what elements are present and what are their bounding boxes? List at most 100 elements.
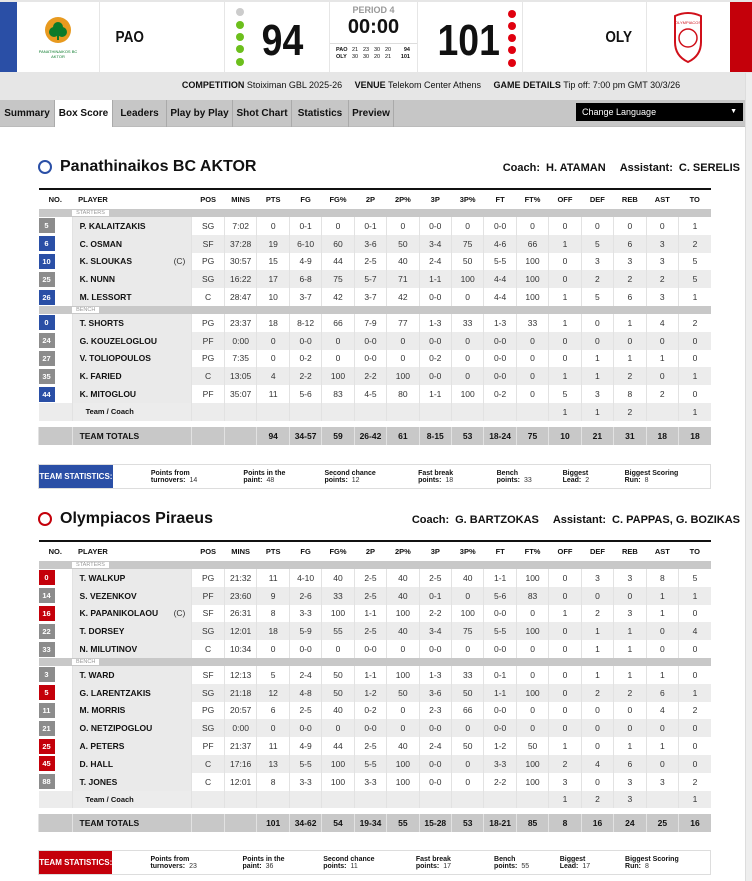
column-header[interactable]: OFF: [548, 188, 582, 209]
column-header[interactable]: FT%: [516, 188, 549, 209]
player-row[interactable]: 44 K. MITOGLOU PF 35:07 11 5-6 83 4-5 80 1-1 100 0-…: [38, 385, 711, 403]
column-header[interactable]: REB: [613, 540, 647, 561]
column-header[interactable]: NO.: [38, 540, 73, 561]
player-row[interactable]: 33 N. MILUTINOV C 10:34 0 0-0 0 0-0 0 0-0 0 0-0 0 0 1 1…: [38, 640, 711, 658]
player-name[interactable]: S. VEZENKOV: [79, 590, 137, 601]
tab-preview[interactable]: Preview: [349, 100, 394, 127]
stat-cell: 0: [645, 367, 679, 386]
player-name[interactable]: T. WALKUP: [79, 572, 126, 583]
player-row[interactable]: 88 T. JONES C 12:01 8 3-3 100 3-3 100 0-0 0 2-2 100 3…: [38, 772, 711, 791]
column-header[interactable]: FG: [289, 540, 322, 561]
tab-play-by-play[interactable]: Play by Play: [167, 100, 233, 127]
column-header[interactable]: TO: [678, 540, 711, 561]
column-header[interactable]: 2P: [354, 540, 387, 561]
player-row[interactable]: 0 T. SHORTS PG 23:37 18 8-12 66 7-9 77 1-3 33 1-3 33…: [38, 313, 711, 332]
column-header[interactable]: POS: [191, 188, 225, 209]
stat-cell: [321, 402, 355, 421]
player-row[interactable]: 10 K. SLOUKAS (C) PG 30:57 15 4-9 44 2-5 40 2-4 50 5…: [38, 252, 711, 271]
player-name[interactable]: T. SHORTS: [79, 317, 124, 328]
assistant-name: C. PAPPAS, G. BOZIKAS: [612, 514, 740, 526]
player-name[interactable]: K. FARIED: [79, 371, 122, 382]
player-name[interactable]: G. KOUZELOGLOU: [79, 335, 158, 346]
player-name[interactable]: A. PETERS: [79, 741, 125, 752]
player-name[interactable]: D. HALL: [79, 758, 114, 769]
player-name[interactable]: M. MORRIS: [79, 705, 126, 716]
player-name[interactable]: T. DORSEY: [79, 626, 125, 637]
player-row[interactable]: 11 M. MORRIS PG 20:57 6 2-5 40 0-2 0 2-3 66 0-0 0 0 0 0…: [38, 701, 711, 720]
column-header[interactable]: MINS: [224, 188, 257, 209]
column-header[interactable]: AST: [646, 188, 679, 209]
column-header[interactable]: FG%: [321, 540, 355, 561]
player-row[interactable]: 24 G. KOUZELOGLOU PF 0:00 0 0-0 0 0-0 0 0-0 0 0-0 0 0…: [38, 331, 711, 350]
column-header[interactable]: PLAYER: [72, 188, 192, 209]
assistant-label: Assistant:: [552, 514, 607, 526]
player-row[interactable]: 25 K. NUNN SG 16:22 17 6-8 75 5-7 71 1-1 100 4-4 100…: [38, 270, 711, 289]
scrollbar[interactable]: [745, 73, 752, 881]
stat-cell: 2: [678, 234, 711, 253]
player-row[interactable]: 5 P. KALAITZAKIS SG 7:02 0 0-1 0 0-1 0 0-0 0 0-0 0 0 0…: [38, 217, 711, 235]
stat-cell: 8: [613, 385, 647, 403]
player-name[interactable]: T. WARD: [79, 669, 115, 680]
tab-leaders[interactable]: Leaders: [113, 100, 167, 127]
column-header[interactable]: DEF: [581, 540, 614, 561]
tab-summary[interactable]: Summary: [0, 100, 55, 127]
column-header[interactable]: POS: [191, 540, 225, 561]
player-name[interactable]: C. OSMAN: [79, 238, 123, 249]
column-header[interactable]: 3P: [419, 188, 452, 209]
column-header[interactable]: 2P%: [386, 540, 420, 561]
column-header[interactable]: 3P: [419, 540, 452, 561]
player-name[interactable]: M. LESSORT: [79, 292, 132, 303]
player-name[interactable]: K. PAPANIKOLAOU: [79, 608, 159, 619]
column-header[interactable]: PLAYER: [72, 540, 192, 561]
player-row[interactable]: 16 K. PAPANIKOLAOU (C) SF 26:31 8 3-3 100 1-1 100…: [38, 604, 711, 623]
column-header[interactable]: MINS: [224, 540, 257, 561]
player-row[interactable]: 3 T. WARD SF 12:13 5 2-4 50 1-1 100 1-3 33 0-1 0 0 1 1 1…: [38, 665, 711, 684]
player-row[interactable]: 26 M. LESSORT C 28:47 10 3-7 42 3-7 42 0-0 0 4-4 100…: [38, 288, 711, 306]
player-row[interactable]: 21 O. NETZIPOGLOU SG 0:00 0 0-0 0 0-0 0 0-0 0 0-0 0 0…: [38, 719, 711, 738]
player-name[interactable]: K. NUNN: [79, 274, 115, 285]
player-name[interactable]: N. MILUTINOV: [79, 644, 138, 655]
column-header[interactable]: OFF: [548, 540, 582, 561]
column-header[interactable]: 3P%: [451, 188, 484, 209]
tab-statistics[interactable]: Statistics: [292, 100, 349, 127]
column-header[interactable]: REB: [613, 188, 647, 209]
player-row[interactable]: 25 A. PETERS PF 21:37 11 4-9 44 2-5 40 2-4 50 1-2 50…: [38, 737, 711, 755]
column-header[interactable]: FT: [483, 540, 517, 561]
player-row[interactable]: 5 G. LARENTZAKIS SG 21:18 12 4-8 50 1-2 50 3-6 50 1…: [38, 683, 711, 702]
player-name[interactable]: O. NETZIPOGLOU: [79, 723, 153, 734]
column-header[interactable]: FG%: [321, 188, 355, 209]
player-name[interactable]: T. JONES: [79, 776, 118, 787]
player-name[interactable]: K. SLOUKAS: [79, 256, 132, 267]
column-header[interactable]: 2P: [354, 188, 387, 209]
player-name[interactable]: K. MITOGLOU: [79, 389, 137, 400]
stat-cell: 0: [678, 665, 711, 684]
column-header[interactable]: FG: [289, 188, 322, 209]
player-row[interactable]: 0 T. WALKUP PG 21:32 11 4-10 40 2-5 40 2-5 40 1-1 10…: [38, 569, 711, 587]
column-header[interactable]: NO.: [38, 188, 73, 209]
player-name[interactable]: P. KALAITZAKIS: [79, 220, 146, 231]
player-row[interactable]: 22 T. DORSEY SG 12:01 18 5-9 55 2-5 40 3-4 75 5-5 10…: [38, 622, 711, 641]
tab-box-score[interactable]: Box Score: [55, 100, 113, 127]
column-header[interactable]: DEF: [581, 188, 614, 209]
stat-cell: 2-2: [483, 772, 517, 791]
tab-shot-chart[interactable]: Shot Chart: [233, 100, 292, 127]
column-header[interactable]: TO: [678, 188, 711, 209]
change-language-select[interactable]: Change Language ▼: [576, 103, 743, 121]
column-header[interactable]: PTS: [256, 188, 290, 209]
column-header[interactable]: FT: [483, 188, 517, 209]
column-header[interactable]: 3P%: [451, 540, 484, 561]
player-name[interactable]: G. LARENTZAKIS: [79, 687, 151, 698]
column-header[interactable]: FT%: [516, 540, 549, 561]
column-header[interactable]: PTS: [256, 540, 290, 561]
player-row[interactable]: 35 K. FARIED C 13:05 4 2-2 100 2-2 100 0-0 0 0-0 0 1 1…: [38, 367, 711, 386]
column-header[interactable]: AST: [646, 540, 679, 561]
player-name[interactable]: V. TOLIOPOULOS: [79, 353, 151, 364]
player-row[interactable]: 45 D. HALL C 17:16 13 5-5 100 5-5 100 0-0 0 3-3 100 2…: [38, 754, 711, 773]
column-header[interactable]: 2P%: [386, 188, 420, 209]
player-row[interactable]: 27 V. TOLIOPOULOS PG 7:35 0 0-2 0 0-0 0 0-2 0 0-0 0 0…: [38, 349, 711, 368]
stat-cell: 0: [678, 604, 711, 623]
game-clock: 00:00: [347, 16, 400, 38]
stat-cell: 0-0: [483, 701, 517, 720]
player-row[interactable]: 14 S. VEZENKOV PF 23:60 9 2-6 33 2-5 40 0-1 0 5-6 83…: [38, 586, 711, 605]
player-row[interactable]: 6 C. OSMAN SF 37:28 19 6-10 60 3-6 50 3-4 75 4-6 66 1…: [38, 234, 711, 253]
